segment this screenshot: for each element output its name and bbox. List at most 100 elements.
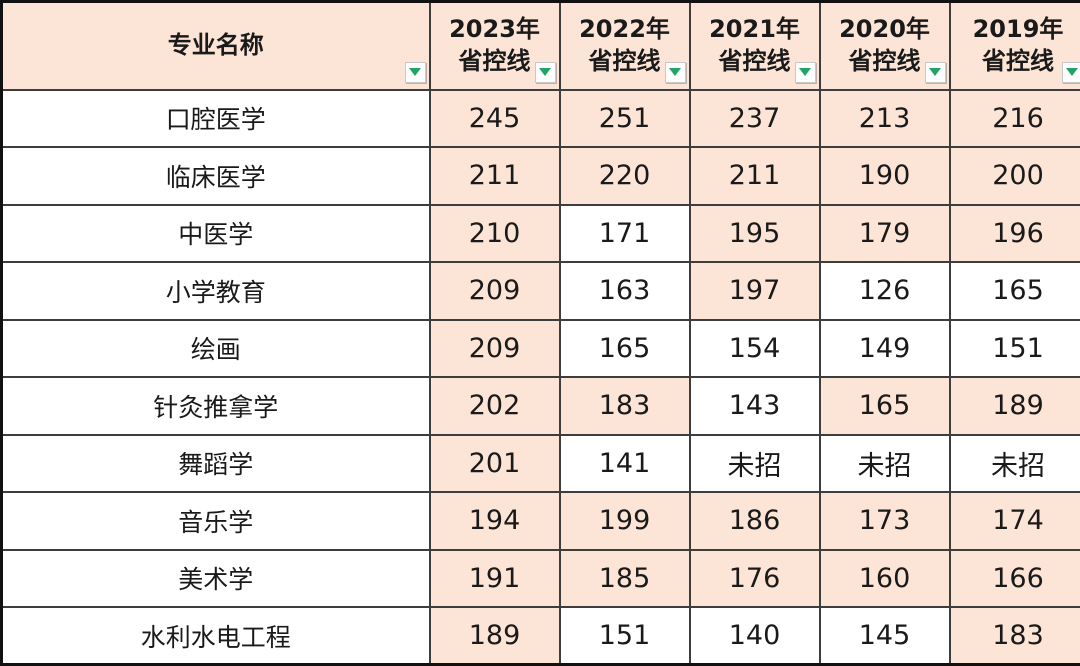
- score-cell[interactable]: 189: [948, 376, 1080, 436]
- major-name-cell[interactable]: 临床医学: [0, 146, 431, 206]
- score-cell[interactable]: 141: [558, 433, 691, 493]
- score-cell[interactable]: 185: [558, 548, 691, 608]
- filter-dropdown-button[interactable]: [1061, 61, 1080, 83]
- major-name-cell[interactable]: 绘画: [0, 318, 431, 378]
- table-row: 小学教育 209 163 197 126 165: [0, 261, 1080, 321]
- score-cell[interactable]: 165: [818, 376, 951, 436]
- col-header-year: 2023年: [449, 15, 540, 44]
- major-name-cell[interactable]: 水利水电工程: [0, 606, 431, 666]
- score-cell[interactable]: 179: [818, 203, 951, 263]
- score-cell[interactable]: 213: [818, 88, 951, 148]
- filter-dropdown-button[interactable]: [924, 61, 946, 83]
- chevron-down-icon: [539, 68, 551, 76]
- score-cell[interactable]: 201: [428, 433, 561, 493]
- col-header-2021[interactable]: 2021年 省控线: [688, 0, 821, 91]
- score-cell[interactable]: 未招: [948, 433, 1080, 493]
- score-cell[interactable]: 154: [688, 318, 821, 378]
- score-cell[interactable]: 196: [948, 203, 1080, 263]
- filter-dropdown-button[interactable]: [794, 61, 816, 83]
- filter-dropdown-button[interactable]: [534, 61, 556, 83]
- col-header-subtitle: 省控线: [458, 46, 531, 75]
- score-cell[interactable]: 151: [558, 606, 691, 666]
- major-name-cell[interactable]: 口腔医学: [0, 88, 431, 148]
- score-cell[interactable]: 194: [428, 491, 561, 551]
- table-row: 针灸推拿学 202 183 143 165 189: [0, 376, 1080, 436]
- score-cell[interactable]: 165: [558, 318, 691, 378]
- major-name-cell[interactable]: 中医学: [0, 203, 431, 263]
- score-cell[interactable]: 200: [948, 146, 1080, 206]
- score-cell[interactable]: 209: [428, 318, 561, 378]
- major-name-cell[interactable]: 舞蹈学: [0, 433, 431, 493]
- score-cell[interactable]: 211: [428, 146, 561, 206]
- score-cell[interactable]: 174: [948, 491, 1080, 551]
- col-header-2023[interactable]: 2023年 省控线: [428, 0, 561, 91]
- score-cell[interactable]: 163: [558, 261, 691, 321]
- score-cell[interactable]: 237: [688, 88, 821, 148]
- filter-dropdown-button[interactable]: [664, 61, 686, 83]
- score-cell[interactable]: 191: [428, 548, 561, 608]
- score-cell[interactable]: 199: [558, 491, 691, 551]
- score-cell[interactable]: 189: [428, 606, 561, 666]
- filter-dropdown-button[interactable]: [404, 61, 426, 83]
- score-cell[interactable]: 186: [688, 491, 821, 551]
- table-row: 绘画 209 165 154 149 151: [0, 318, 1080, 378]
- score-cell[interactable]: 140: [688, 606, 821, 666]
- major-name-cell[interactable]: 小学教育: [0, 261, 431, 321]
- header-row: 专业名称 2023年 省控线 2022年 省控线 2021年: [0, 0, 1080, 91]
- table-row: 水利水电工程 189 151 140 145 183: [0, 606, 1080, 666]
- table-row: 中医学 210 171 195 179 196: [0, 203, 1080, 263]
- table-row: 口腔医学 245 251 237 213 216: [0, 88, 1080, 148]
- score-cell[interactable]: 190: [818, 146, 951, 206]
- score-cell[interactable]: 197: [688, 261, 821, 321]
- table-row: 临床医学 211 220 211 190 200: [0, 146, 1080, 206]
- score-cell[interactable]: 209: [428, 261, 561, 321]
- col-header-subtitle: 省控线: [588, 46, 661, 75]
- score-cell[interactable]: 183: [948, 606, 1080, 666]
- score-cell[interactable]: 195: [688, 203, 821, 263]
- major-name-cell[interactable]: 针灸推拿学: [0, 376, 431, 436]
- chevron-down-icon: [409, 68, 421, 76]
- table-row: 舞蹈学 201 141 未招 未招 未招: [0, 433, 1080, 493]
- score-cell[interactable]: 126: [818, 261, 951, 321]
- score-cell[interactable]: 251: [558, 88, 691, 148]
- score-cell[interactable]: 151: [948, 318, 1080, 378]
- col-header-2020[interactable]: 2020年 省控线: [818, 0, 951, 91]
- col-header-year: 2019年: [972, 15, 1064, 44]
- col-header-major-name-label: 专业名称: [167, 30, 264, 59]
- score-cell[interactable]: 173: [818, 491, 951, 551]
- chevron-down-icon: [799, 68, 811, 76]
- chevron-down-icon: [929, 68, 941, 76]
- score-cell[interactable]: 171: [558, 203, 691, 263]
- major-name-cell[interactable]: 音乐学: [0, 491, 431, 551]
- score-cell[interactable]: 216: [948, 88, 1080, 148]
- score-cell[interactable]: 149: [818, 318, 951, 378]
- score-cell[interactable]: 165: [948, 261, 1080, 321]
- score-cell[interactable]: 245: [428, 88, 561, 148]
- col-header-year: 2020年: [839, 15, 930, 44]
- col-header-2019[interactable]: 2019年 省控线: [948, 0, 1080, 91]
- score-cell[interactable]: 202: [428, 376, 561, 436]
- score-cell[interactable]: 220: [558, 146, 691, 206]
- score-cell[interactable]: 183: [558, 376, 691, 436]
- table-row: 美术学 191 185 176 160 166: [0, 548, 1080, 608]
- score-cell[interactable]: 未招: [688, 433, 821, 493]
- score-cell[interactable]: 未招: [818, 433, 951, 493]
- col-header-year: 2021年: [709, 15, 800, 44]
- col-header-2022[interactable]: 2022年 省控线: [558, 0, 691, 91]
- table-row: 音乐学 194 199 186 173 174: [0, 491, 1080, 551]
- col-header-subtitle: 省控线: [718, 46, 791, 75]
- score-cell[interactable]: 166: [948, 548, 1080, 608]
- score-cell[interactable]: 176: [688, 548, 821, 608]
- col-header-major-name[interactable]: 专业名称: [0, 0, 431, 91]
- score-cell[interactable]: 211: [688, 146, 821, 206]
- col-header-subtitle: 省控线: [848, 46, 921, 75]
- major-name-cell[interactable]: 美术学: [0, 548, 431, 608]
- score-cell[interactable]: 143: [688, 376, 821, 436]
- col-header-year: 2022年: [579, 15, 670, 44]
- score-cell[interactable]: 145: [818, 606, 951, 666]
- score-cell[interactable]: 210: [428, 203, 561, 263]
- col-header-subtitle: 省控线: [982, 46, 1054, 75]
- score-cell[interactable]: 160: [818, 548, 951, 608]
